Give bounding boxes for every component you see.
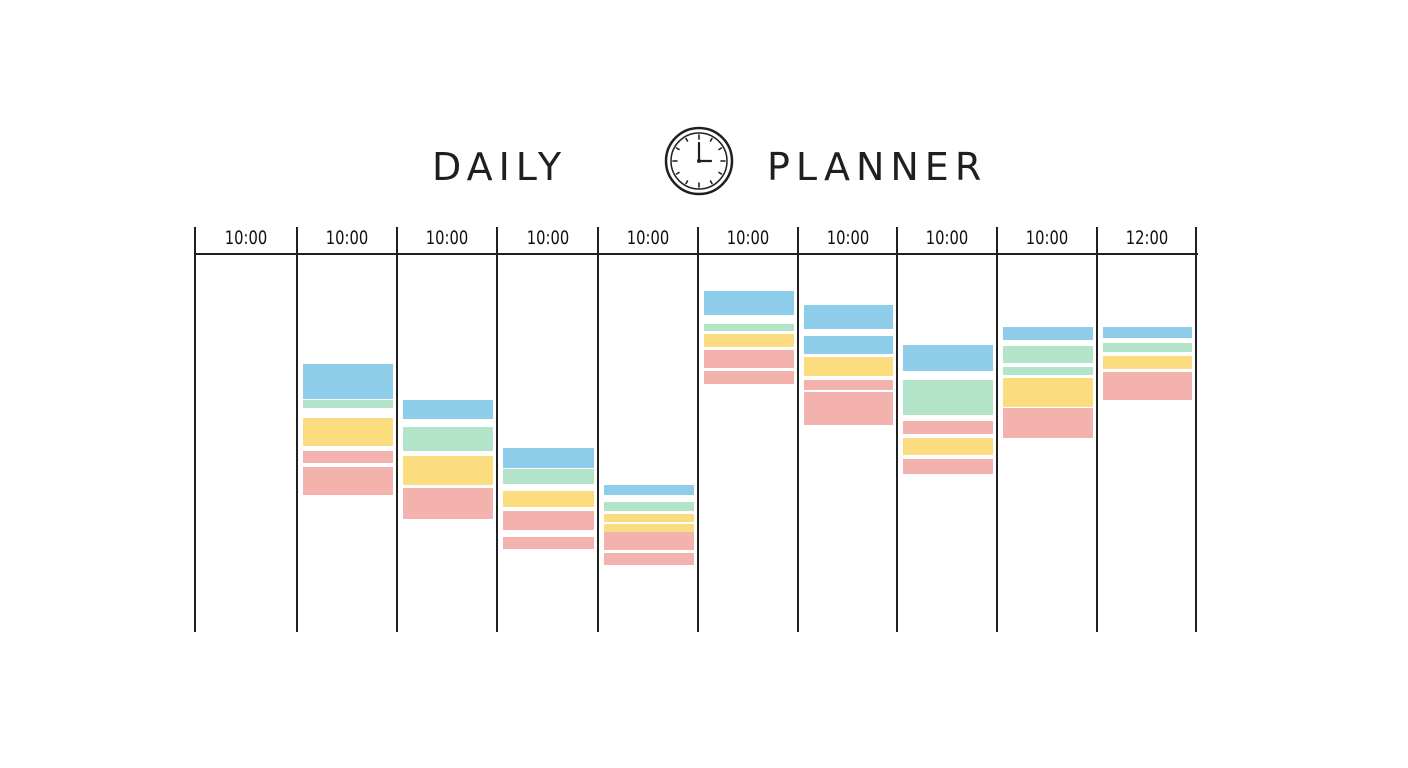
schedule-block-blue[interactable] xyxy=(903,345,993,371)
time-label: 10:00 xyxy=(626,227,670,249)
time-label: 10:00 xyxy=(526,227,569,249)
schedule-block-red[interactable] xyxy=(704,350,794,368)
schedule-block-red[interactable] xyxy=(903,421,993,434)
schedule-block-red[interactable] xyxy=(403,488,493,519)
column-divider xyxy=(797,227,799,632)
time-label: 10:00 xyxy=(325,227,369,249)
schedule-block-green[interactable] xyxy=(704,324,794,331)
time-label: 12:00 xyxy=(1125,227,1168,249)
schedule-block-green[interactable] xyxy=(903,380,993,415)
column-divider xyxy=(194,227,196,632)
schedule-block-blue[interactable] xyxy=(804,305,893,329)
title-daily: DAILY xyxy=(432,145,568,189)
column-divider xyxy=(597,227,599,632)
schedule-block-blue[interactable] xyxy=(804,336,893,354)
column-divider xyxy=(896,227,898,632)
schedule-block-red[interactable] xyxy=(303,451,393,463)
clock-icon xyxy=(664,126,734,196)
schedule-block-blue[interactable] xyxy=(403,400,493,419)
schedule-block-red[interactable] xyxy=(704,371,794,384)
schedule-block-red[interactable] xyxy=(604,532,694,550)
schedule-block-red[interactable] xyxy=(303,467,393,495)
schedule-block-yellow[interactable] xyxy=(403,456,493,485)
time-label: 10:00 xyxy=(224,227,268,249)
schedule-block-green[interactable] xyxy=(1103,343,1192,352)
schedule-block-blue[interactable] xyxy=(604,485,694,495)
schedule-block-green[interactable] xyxy=(503,469,594,484)
schedule-block-red[interactable] xyxy=(1003,408,1093,438)
schedule-block-red[interactable] xyxy=(804,380,893,390)
column-divider xyxy=(1096,227,1098,632)
schedule-block-red[interactable] xyxy=(503,511,594,530)
schedule-block-yellow[interactable] xyxy=(704,334,794,347)
schedule-block-red[interactable] xyxy=(903,459,993,474)
schedule-block-yellow[interactable] xyxy=(804,357,893,376)
schedule-block-green[interactable] xyxy=(1003,346,1093,363)
schedule-block-blue[interactable] xyxy=(503,448,594,468)
schedule-block-yellow[interactable] xyxy=(303,418,393,446)
schedule-block-yellow[interactable] xyxy=(604,514,694,522)
schedule-block-green[interactable] xyxy=(303,400,393,408)
schedule-block-yellow[interactable] xyxy=(503,491,594,507)
schedule-block-yellow[interactable] xyxy=(903,438,993,455)
schedule-block-yellow[interactable] xyxy=(1103,356,1192,369)
header-divider xyxy=(195,253,1198,255)
time-label: 10:00 xyxy=(826,227,869,249)
column-divider xyxy=(1195,227,1197,632)
schedule-block-red[interactable] xyxy=(1103,372,1192,400)
schedule-block-yellow[interactable] xyxy=(1003,378,1093,407)
schedule-block-green[interactable] xyxy=(403,427,493,451)
schedule-block-blue[interactable] xyxy=(1103,327,1192,338)
schedule-block-red[interactable] xyxy=(503,537,594,549)
title-planner: PLANNER xyxy=(767,145,988,189)
column-divider xyxy=(496,227,498,632)
schedule-block-red[interactable] xyxy=(804,392,893,425)
column-divider xyxy=(697,227,699,632)
schedule-block-blue[interactable] xyxy=(704,291,794,315)
schedule-block-blue[interactable] xyxy=(1003,327,1093,340)
time-label: 10:00 xyxy=(726,227,770,249)
time-label: 10:00 xyxy=(925,227,969,249)
time-label: 10:00 xyxy=(425,227,469,249)
time-label: 10:00 xyxy=(1025,227,1069,249)
schedule-block-green[interactable] xyxy=(604,502,694,511)
schedule-block-green[interactable] xyxy=(1003,367,1093,375)
schedule-block-yellow[interactable] xyxy=(604,524,694,532)
schedule-block-blue[interactable] xyxy=(303,364,393,399)
column-divider xyxy=(996,227,998,632)
column-divider xyxy=(396,227,398,632)
column-divider xyxy=(296,227,298,632)
schedule-block-red[interactable] xyxy=(604,553,694,565)
